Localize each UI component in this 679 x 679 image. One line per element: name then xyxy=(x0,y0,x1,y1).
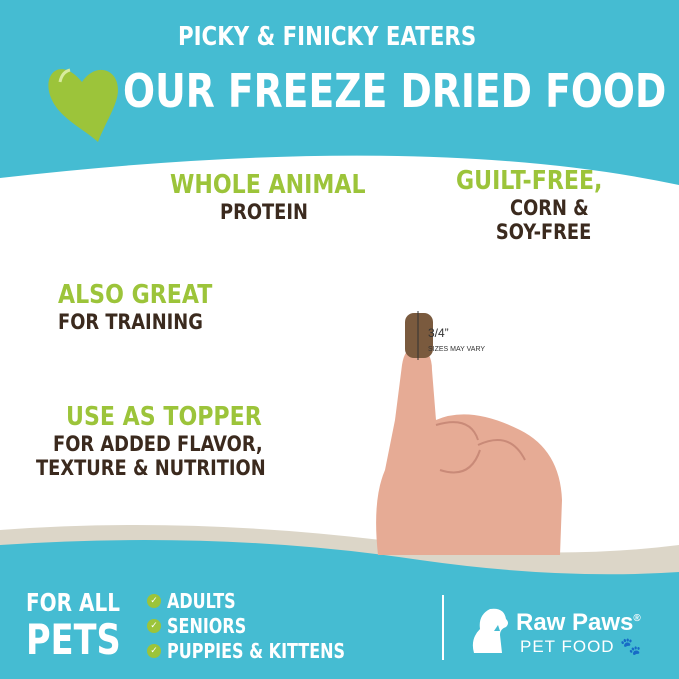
brand-sub: PET FOOD 🐾 xyxy=(520,637,643,657)
pet-list: ✓ ADULTS ✓ SENIORS ✓ PUPPIES & KITTENS xyxy=(147,588,390,663)
feature-highlight: ALSO GREAT xyxy=(58,280,213,310)
list-label: SENIORS xyxy=(167,613,247,638)
feature-highlight: GUILT-FREE, xyxy=(456,166,603,196)
list-label: ADULTS xyxy=(167,588,236,613)
feature-text: CORN & xyxy=(509,196,589,220)
size-note: SIZES MAY VARY xyxy=(428,346,486,353)
feature-training: ALSO GREAT FOR TRAINING xyxy=(58,280,240,334)
list-item: ✓ SENIORS xyxy=(147,613,390,638)
brand-name: Raw Paws® xyxy=(516,609,641,637)
pets-text: PETS xyxy=(26,615,121,664)
feature-text: FOR ADDED FLAVOR, xyxy=(53,432,263,456)
heart-icon xyxy=(48,68,118,142)
feature-text: SOY-FREE xyxy=(495,220,592,244)
footer-band xyxy=(0,540,679,679)
feature-text: TEXTURE & NUTRITION xyxy=(36,456,266,480)
feature-highlight: USE AS TOPPER xyxy=(66,402,262,432)
check-icon: ✓ xyxy=(147,643,161,658)
freeze-dried-piece xyxy=(405,313,433,358)
header-title: OUR FREEZE DRIED FOOD xyxy=(123,64,667,118)
dog-cat-logo-icon xyxy=(472,608,508,653)
feature-protein: WHOLE ANIMAL PROTEIN xyxy=(170,170,400,224)
check-icon: ✓ xyxy=(147,593,161,608)
size-label: 3/4” xyxy=(428,326,449,340)
for-all-text: FOR ALL xyxy=(26,588,120,617)
feature-text: FOR TRAINING xyxy=(58,310,203,334)
header-band xyxy=(0,0,679,185)
header-subtitle: PICKY & FINICKY EATERS xyxy=(178,22,477,52)
check-icon: ✓ xyxy=(147,618,161,633)
list-item: ✓ PUPPIES & KITTENS xyxy=(147,638,390,663)
list-label: PUPPIES & KITTENS xyxy=(167,638,346,663)
brand-name-text: Raw Paws xyxy=(516,609,634,636)
feature-guilt-free: GUILT-FREE, CORN & SOY-FREE xyxy=(456,166,628,244)
feature-highlight: WHOLE ANIMAL xyxy=(170,170,366,200)
list-item: ✓ ADULTS xyxy=(147,588,390,613)
feature-text: PROTEIN xyxy=(220,200,308,224)
feature-topper: USE AS TOPPER FOR ADDED FLAVOR, TEXTURE … xyxy=(36,402,306,480)
hand-image xyxy=(376,311,562,555)
brand-sub-text: PET FOOD xyxy=(520,637,615,656)
registered-mark: ® xyxy=(633,613,641,624)
paw-icon: 🐾 xyxy=(620,637,643,656)
